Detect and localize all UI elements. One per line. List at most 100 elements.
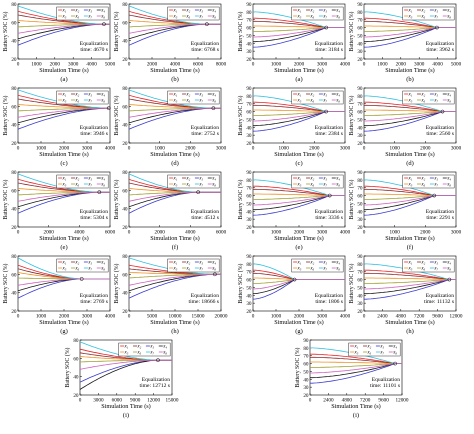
x-tick-label: 5000 <box>451 62 462 68</box>
series-line <box>253 27 345 38</box>
x-tick-label: 4000 <box>170 62 181 68</box>
x-tick-label: 4000 <box>86 62 97 68</box>
equalization-marker <box>102 22 106 27</box>
x-tick-label: 6000 <box>216 230 227 236</box>
legend-entry: x₅ <box>297 183 302 188</box>
legend-entry: x₂ <box>75 177 80 182</box>
y-tick-label: 30 <box>246 217 252 223</box>
y-tick-label: 60 <box>11 20 17 26</box>
legend-entry: x₃ <box>322 177 327 182</box>
y-tick-label: 40 <box>246 293 252 299</box>
y-tick-label: 70 <box>246 270 252 276</box>
legend-entry: x₇ <box>433 99 438 104</box>
series-line <box>310 363 402 368</box>
series-line <box>310 361 402 365</box>
chart-panel: 20 40 60 80 0 2000 4000 6000 8000 Battery SOC (%)… <box>113 2 227 83</box>
legend-entry: x₅ <box>173 267 178 272</box>
y-tick-label: 20 <box>11 225 17 231</box>
x-tick-label: 6000 <box>193 62 204 68</box>
y-axis-label: Battery SOC (%) <box>113 179 120 219</box>
series-line <box>364 279 456 284</box>
legend-entry: x₃ <box>198 177 203 182</box>
y-axis-label: Battery SOC (%) <box>113 95 120 135</box>
x-tick-label: 1000 <box>389 230 400 236</box>
legend: x₁ x₂ x₃ x₄ x₅ x₆ x₇ x₈ <box>118 342 171 357</box>
legend-entry: x₇ <box>433 183 438 188</box>
x-tick-label: 4000 <box>105 146 116 152</box>
y-tick-label: 50 <box>357 201 363 207</box>
legend-entry: x₄ <box>446 93 451 98</box>
legend-entry: x₆ <box>310 183 315 188</box>
y-tick-label: 20 <box>11 141 17 147</box>
legend-entry: x₈ <box>446 267 451 272</box>
equalization-time: time: 11101 s <box>370 383 400 389</box>
equalization-annotation: Equalization time: 3184 s <box>315 41 343 53</box>
legend-entry: x₁ <box>62 9 67 14</box>
series-line <box>309 353 402 365</box>
legend: x₁ x₂ x₃ x₄ x₅ x₆ x₇ x₈ <box>348 342 401 357</box>
panel-caption: (g) <box>60 328 68 335</box>
legend-entry: x₂ <box>310 9 315 14</box>
legend-entry: x₄ <box>211 93 216 98</box>
equalization-marker <box>435 25 439 30</box>
chart-panel: 20 40 60 80 0 1000 2000 3000 4000 Battery SOC (%)… <box>2 86 116 167</box>
x-tick-label: 3000 <box>82 314 93 320</box>
x-axis-label: Simulation Time (s) <box>274 67 324 74</box>
y-axis-label: Battery SOC (%) <box>294 347 301 387</box>
legend-entry: x₃ <box>433 9 438 14</box>
y-axis-label: Battery SOC (%) <box>237 263 244 303</box>
legend-box <box>56 174 109 189</box>
y-tick-label: 80 <box>122 170 128 176</box>
legend-entry: x₈ <box>335 267 340 272</box>
legend-box <box>167 258 220 273</box>
legend: x₁ x₂ x₃ x₄ x₅ x₆ x₇ x₈ <box>291 174 344 189</box>
y-tick-label: 70 <box>303 354 309 360</box>
y-tick-label: 60 <box>11 272 17 278</box>
series-line <box>364 277 456 281</box>
x-tick-label: 2000 <box>294 314 305 320</box>
x-axis-label: Simulation Time (s) <box>274 235 324 242</box>
legend-entry: x₅ <box>62 15 67 20</box>
x-tick-label: 3000 <box>317 314 328 320</box>
y-tick-label: 40 <box>246 209 252 215</box>
equalization-marker <box>211 106 216 111</box>
legend-entry: x₂ <box>421 261 426 266</box>
legend-entry: x₅ <box>408 267 413 272</box>
y-tick-label: 40 <box>246 125 252 131</box>
legend-box <box>402 258 455 273</box>
legend-box <box>167 90 220 105</box>
y-tick-label: 30 <box>246 49 252 55</box>
panel-caption: (i) <box>123 412 129 419</box>
legend-entry: x₂ <box>75 9 80 14</box>
chart-panel: 20 40 60 80 0 1000 2000 3000 4000 Battery SOC (%)… <box>2 254 116 335</box>
series-line <box>310 363 402 379</box>
legend-entry: x₅ <box>173 99 178 104</box>
panel-caption: (i) <box>353 412 359 419</box>
legend-entry: x₇ <box>87 183 92 188</box>
legend-entry: x₄ <box>211 261 216 266</box>
y-axis-label: Battery SOC (%) <box>348 11 355 51</box>
y-tick-label: 90 <box>246 86 252 92</box>
legend-entry: x₇ <box>149 351 154 356</box>
legend-entry: x₂ <box>310 177 315 182</box>
equalization-annotation: Equalization time: 4512 s <box>191 209 219 221</box>
legend-entry: x₆ <box>75 99 80 104</box>
legend-entry: x₈ <box>100 15 105 20</box>
y-tick-label: 50 <box>246 285 252 291</box>
legend-box <box>167 174 220 189</box>
y-axis-label: Battery SOC (%) <box>237 95 244 135</box>
equalization-marker <box>393 361 397 366</box>
equalization-time: time: 3946 s <box>80 131 108 137</box>
y-tick-label: 70 <box>357 186 363 192</box>
x-axis-label: Simulation Time (s) <box>39 319 89 326</box>
legend-entry: x₇ <box>198 15 203 20</box>
legend: x₁ x₂ x₃ x₄ x₅ x₆ x₇ x₈ <box>167 90 220 105</box>
x-tick-label: 2000 <box>420 146 431 152</box>
legend-entry: x₂ <box>75 261 80 266</box>
x-tick-label: 15000 <box>166 398 179 404</box>
x-tick-label: 3000 <box>317 230 328 236</box>
equalization-prefix: Equalization <box>80 209 108 215</box>
legend-entry: x₁ <box>173 93 178 98</box>
equalization-prefix: Equalization <box>191 41 219 47</box>
legend-entry: x₅ <box>297 267 302 272</box>
